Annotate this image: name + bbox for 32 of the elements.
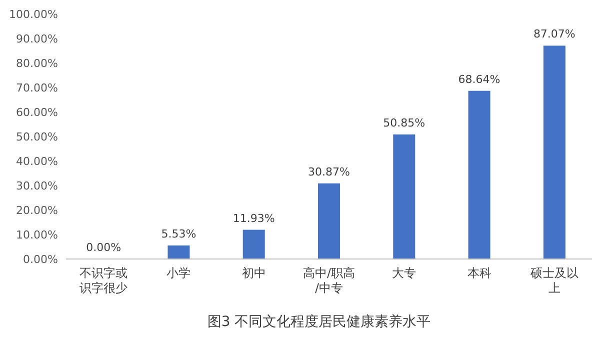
y-tick-label: 100.00%: [9, 8, 58, 21]
y-tick-label: 70.00%: [16, 82, 58, 94]
data-label: 0.00%: [86, 241, 122, 254]
x-tick-label: 高中/职高/中专: [302, 266, 356, 295]
bar: [168, 245, 190, 259]
data-label: 50.85%: [383, 116, 426, 130]
data-label: 68.64%: [458, 72, 500, 86]
data-label: 30.87%: [308, 165, 350, 178]
bar: [543, 46, 566, 259]
y-tick-label: 10.00%: [16, 228, 58, 242]
bar: [242, 230, 265, 259]
y-tick-label: 0.00%: [23, 253, 58, 266]
bar: [393, 134, 416, 259]
x-tick-label: 本科: [467, 266, 492, 280]
x-tick-label: 初中: [242, 266, 266, 280]
y-tick-label: 30.00%: [16, 180, 58, 192]
bar: [318, 183, 340, 259]
y-tick-label: 50.00%: [16, 130, 58, 144]
y-tick-label: 60.00%: [16, 106, 58, 119]
bar: [468, 90, 490, 259]
y-tick-label: 20.00%: [16, 204, 58, 217]
x-tick-label: 硕士及以上: [529, 266, 578, 295]
data-label: 87.07%: [533, 28, 576, 41]
x-tick-label: 大专: [392, 266, 416, 280]
x-tick-label: 不识字或识字很少: [80, 266, 128, 295]
data-label: 11.93%: [232, 212, 275, 225]
y-tick-label: 80.00%: [16, 57, 58, 70]
x-tick-label: 小学: [166, 266, 191, 280]
y-tick-label: 40.00%: [16, 155, 58, 168]
data-label: 5.53%: [161, 227, 196, 240]
y-tick-label: 90.00%: [16, 32, 58, 46]
text: 图3 不同文化程度居民健康素养水平: [207, 314, 431, 330]
